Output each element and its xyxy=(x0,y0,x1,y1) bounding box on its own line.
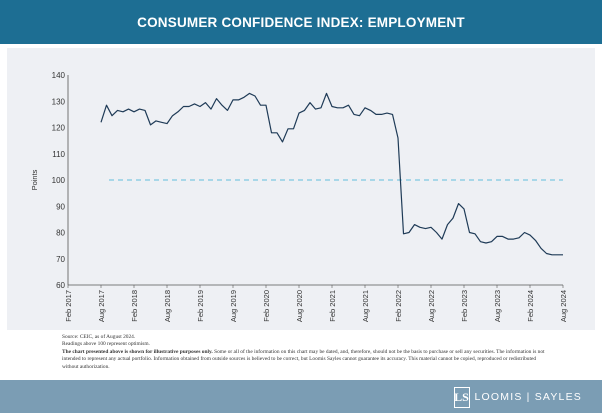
x-tick-label: Feb 2022 xyxy=(394,290,403,322)
loomis-sayles-logo: LS LOOMIS | SAYLES xyxy=(453,386,582,408)
y-tick-label: 130 xyxy=(52,97,66,106)
x-tick-label: Feb 2017 xyxy=(64,290,73,322)
x-tick-label: Aug 2019 xyxy=(229,290,238,322)
x-tick-label: Feb 2024 xyxy=(526,290,535,322)
logo-mark-icon: LS xyxy=(453,386,470,408)
logo-wordmark: LOOMIS | SAYLES xyxy=(474,391,582,403)
footnotes: Source: CEIC, as of August 2024. Reading… xyxy=(62,334,552,371)
x-tick-label: Aug 2023 xyxy=(493,290,502,322)
series-line xyxy=(100,92,563,256)
y-tick-label: 70 xyxy=(56,255,65,264)
x-tick-label: Aug 2022 xyxy=(427,290,436,322)
y-tick-label: 100 xyxy=(52,176,66,185)
y-axis-label: Points xyxy=(30,169,39,190)
y-tick-label: 120 xyxy=(52,124,66,133)
x-tick-label: Feb 2021 xyxy=(328,290,337,322)
x-tick-label: Feb 2018 xyxy=(130,290,139,322)
header-banner: CONSUMER CONFIDENCE INDEX: EMPLOYMENT xyxy=(0,0,602,44)
x-tick-label: Aug 2020 xyxy=(295,290,304,322)
source-note: Source: CEIC, as of August 2024. xyxy=(62,334,136,340)
x-tick-label: Feb 2020 xyxy=(262,290,271,322)
x-tick-label: Feb 2019 xyxy=(196,290,205,322)
y-tick-label: 110 xyxy=(52,150,65,159)
x-tick-label: Aug 2018 xyxy=(163,290,172,322)
y-tick-label: 60 xyxy=(56,281,65,290)
x-tick-label: Aug 2017 xyxy=(97,290,106,322)
y-tick-label: 80 xyxy=(56,229,65,238)
x-tick-label: Aug 2024 xyxy=(559,290,568,322)
chart-title: CONSUMER CONFIDENCE INDEX: EMPLOYMENT xyxy=(137,14,465,30)
readings-note: Readings above 100 represent optimism. xyxy=(62,341,150,348)
x-tick-label: Feb 2023 xyxy=(460,290,469,322)
y-tick-label: 90 xyxy=(56,202,65,211)
footer-bar xyxy=(0,380,602,413)
x-tick-label: Aug 2021 xyxy=(361,290,370,322)
disclaimer-bold: The chart presented above is shown for i… xyxy=(62,348,213,355)
disclaimer: The chart presented above is shown for i… xyxy=(62,349,552,371)
chart-panel xyxy=(7,48,595,330)
disclaimer-body: Some or all of the information on this c… xyxy=(62,348,545,370)
y-tick-label: 140 xyxy=(52,71,66,80)
